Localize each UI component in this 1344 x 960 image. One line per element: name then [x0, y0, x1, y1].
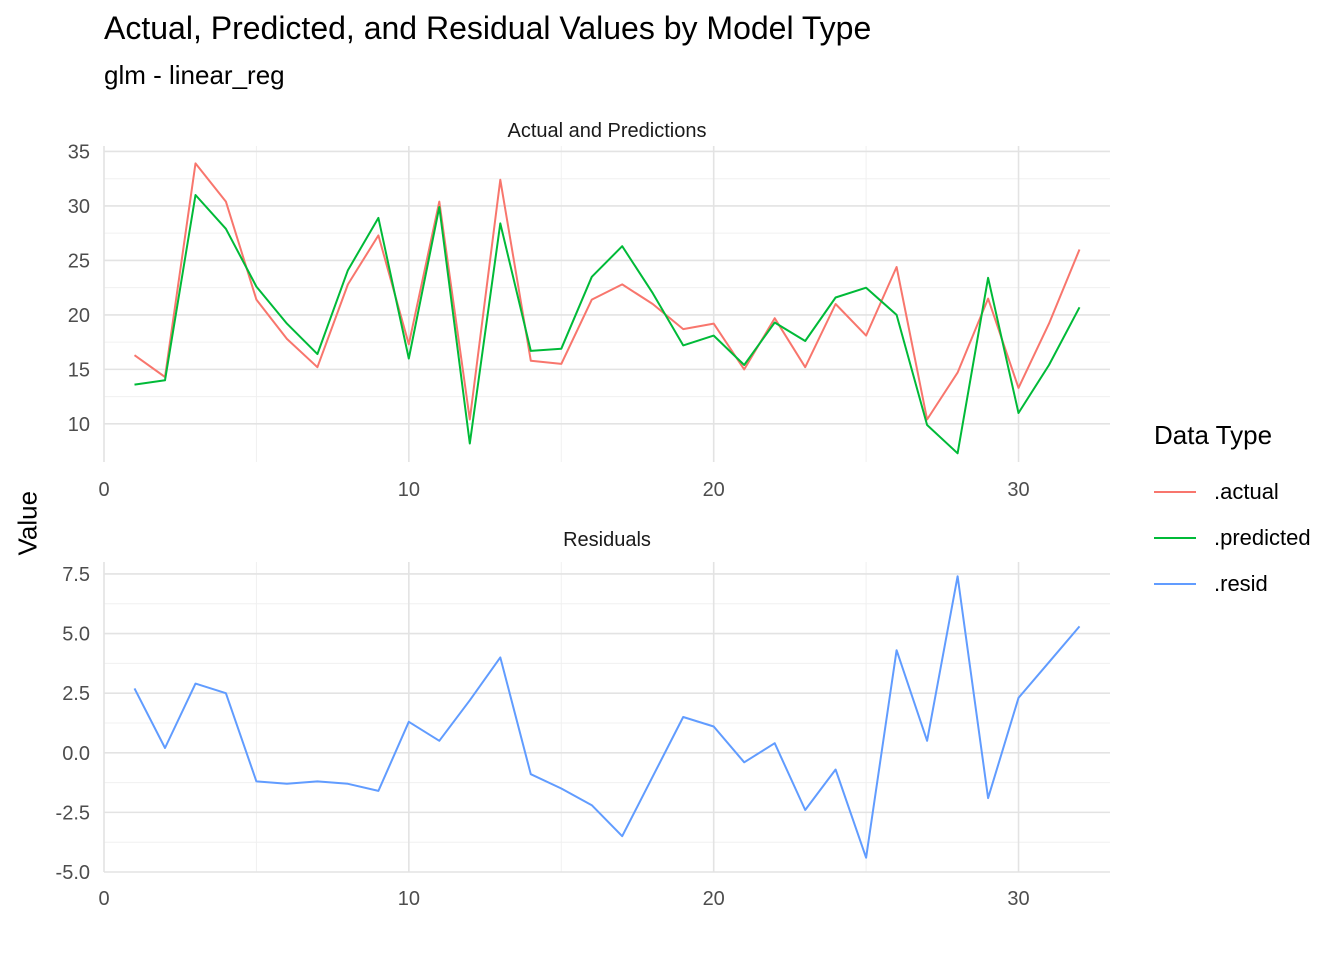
- x-tick-label: 0: [98, 479, 109, 501]
- x-tick-label: 20: [703, 479, 725, 501]
- y-tick-label: 15: [68, 359, 90, 381]
- x-tick-label: 0: [98, 888, 109, 910]
- legend-label-predicted: .predicted: [1214, 525, 1311, 550]
- x-tick-label: 10: [398, 479, 420, 501]
- series-line-resid: [133, 575, 1081, 859]
- facet-strip-title: Residuals: [563, 529, 651, 551]
- y-tick-label: 5.0: [62, 624, 90, 646]
- y-tick-label: 10: [68, 414, 90, 436]
- legend-item-actual: .actual: [1154, 469, 1311, 515]
- facet-strip-title: Actual and Predictions: [507, 120, 706, 142]
- chart-title: Actual, Predicted, and Residual Values b…: [104, 10, 872, 46]
- y-tick-label: 20: [68, 305, 90, 327]
- legend-item-resid: .resid: [1154, 561, 1311, 607]
- y-tick-label: 30: [68, 196, 90, 218]
- series-line-predicted: [134, 194, 1081, 455]
- legend-title: Data Type: [1154, 420, 1273, 450]
- legend-key-predicted: [1154, 537, 1196, 539]
- x-tick-label: 30: [1007, 479, 1029, 501]
- legend: Data Type .actual .predicted .resid: [1154, 420, 1311, 607]
- y-tick-label: -2.5: [56, 802, 90, 824]
- y-tick-label: 7.5: [62, 564, 90, 586]
- x-tick-label: 10: [398, 888, 420, 910]
- y-tick-label: 35: [68, 141, 90, 163]
- legend-key-actual: [1154, 491, 1196, 493]
- y-tick-label: 0.0: [62, 743, 90, 765]
- legend-item-predicted: .predicted: [1154, 515, 1311, 561]
- series-line-actual: [133, 162, 1081, 421]
- x-tick-label: 20: [703, 888, 725, 910]
- chart-subtitle: glm - linear_reg: [104, 60, 285, 90]
- legend-key-resid: [1154, 583, 1196, 585]
- legend-label-resid: .resid: [1214, 571, 1268, 596]
- y-tick-label: -5.0: [56, 862, 90, 884]
- legend-label-actual: .actual: [1214, 479, 1279, 504]
- y-tick-label: 2.5: [62, 683, 90, 705]
- y-tick-label: 25: [68, 250, 90, 272]
- x-tick-label: 30: [1007, 888, 1029, 910]
